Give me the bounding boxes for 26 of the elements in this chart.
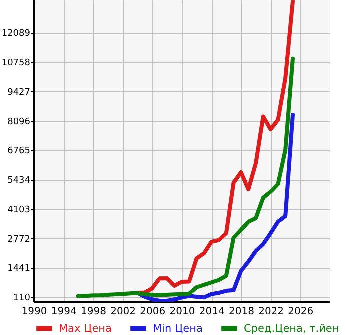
line-series	[136, 0, 295, 296]
x-tick-label: 2002	[110, 306, 136, 318]
y-tick-label: 1441	[8, 264, 30, 274]
x-tick-label: 2014	[199, 306, 225, 318]
x-tick-label: 2026	[288, 306, 314, 318]
legend-label: Max Цена	[59, 322, 112, 335]
legend-label: Min Цена	[153, 322, 203, 335]
x-tick-label: 2010	[170, 306, 196, 318]
y-tick-label: 6765	[8, 146, 30, 157]
x-tick-label: 1998	[80, 306, 106, 318]
y-tick-label: 4103	[8, 205, 30, 216]
y-tick-label: 2772	[8, 234, 30, 245]
y-tick-label: 5434	[8, 176, 31, 186]
y-tick-label: 8096	[8, 117, 31, 128]
x-tick-label: 2006	[140, 306, 166, 318]
legend-label: Сред.Цена, т.йен	[244, 322, 340, 335]
x-tick-label: 1994	[51, 306, 77, 318]
x-tick-label: 1990	[22, 306, 48, 318]
y-tick-label: 110	[13, 293, 31, 304]
y-tick-label: 9427	[8, 88, 30, 98]
line-series	[136, 112, 295, 302]
y-tick-label: 10758	[2, 58, 31, 69]
line-series	[76, 56, 295, 298]
y-tick-label: 12089	[2, 29, 31, 40]
x-tick-label: 2018	[228, 306, 254, 318]
x-tick-label: 2022	[258, 306, 284, 318]
